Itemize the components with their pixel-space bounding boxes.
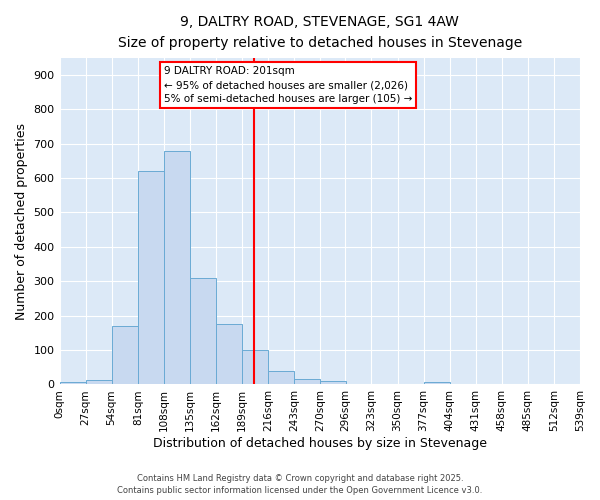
Bar xyxy=(294,380,320,384)
Bar xyxy=(216,324,242,384)
Bar xyxy=(424,382,449,384)
Bar xyxy=(164,150,190,384)
Bar xyxy=(112,326,138,384)
Title: 9, DALTRY ROAD, STEVENAGE, SG1 4AW
Size of property relative to detached houses : 9, DALTRY ROAD, STEVENAGE, SG1 4AW Size … xyxy=(118,15,522,50)
Bar xyxy=(138,171,164,384)
X-axis label: Distribution of detached houses by size in Stevenage: Distribution of detached houses by size … xyxy=(153,437,487,450)
Bar xyxy=(59,382,86,384)
Bar xyxy=(320,381,346,384)
Bar xyxy=(190,278,216,384)
Bar xyxy=(268,370,294,384)
Text: Contains HM Land Registry data © Crown copyright and database right 2025.
Contai: Contains HM Land Registry data © Crown c… xyxy=(118,474,482,495)
Bar xyxy=(86,380,112,384)
Text: 9 DALTRY ROAD: 201sqm
← 95% of detached houses are smaller (2,026)
5% of semi-de: 9 DALTRY ROAD: 201sqm ← 95% of detached … xyxy=(164,66,412,104)
Bar xyxy=(242,350,268,384)
Y-axis label: Number of detached properties: Number of detached properties xyxy=(15,122,28,320)
